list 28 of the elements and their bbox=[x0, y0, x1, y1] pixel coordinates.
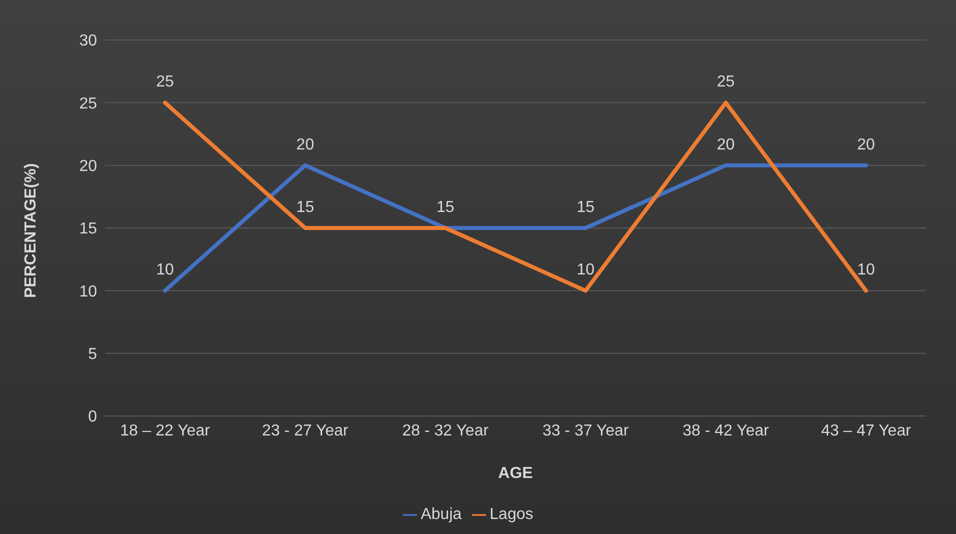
data-label: 15 bbox=[296, 199, 314, 216]
data-label: 15 bbox=[436, 199, 454, 216]
data-label: 10 bbox=[857, 262, 875, 279]
x-tick-label: 18 – 22 Year bbox=[120, 422, 211, 440]
y-tick-label: 5 bbox=[88, 346, 98, 364]
x-axis-title: AGE bbox=[498, 465, 534, 482]
y-tick-label: 15 bbox=[79, 220, 98, 238]
x-tick-label: 33 - 37 Year bbox=[542, 422, 630, 440]
data-label: 15 bbox=[576, 199, 595, 216]
y-tick-label: 20 bbox=[79, 158, 98, 176]
y-tick-label: 30 bbox=[79, 32, 98, 50]
y-tick-label: 10 bbox=[79, 283, 98, 300]
data-label: 20 bbox=[296, 136, 314, 154]
y-tick-label: 0 bbox=[88, 408, 98, 426]
data-label: 20 bbox=[857, 136, 875, 154]
legend-label: Lagos bbox=[490, 506, 534, 523]
y-axis-title: PERCENTAGE(%) bbox=[22, 163, 40, 298]
data-label: 25 bbox=[716, 74, 735, 91]
data-label: 20 bbox=[716, 136, 735, 154]
x-tick-label: 43 – 47 Year bbox=[821, 422, 912, 440]
data-label: 10 bbox=[156, 262, 174, 279]
data-label: 10 bbox=[576, 262, 595, 279]
x-tick-label: 23 - 27 Year bbox=[262, 422, 350, 440]
legend-label: Abuja bbox=[420, 506, 462, 523]
x-tick-label: 28 - 32 Year bbox=[402, 422, 490, 440]
y-tick-label: 25 bbox=[79, 95, 98, 112]
x-tick-label: 38 - 42 Year bbox=[682, 422, 770, 440]
data-label: 25 bbox=[156, 74, 174, 91]
